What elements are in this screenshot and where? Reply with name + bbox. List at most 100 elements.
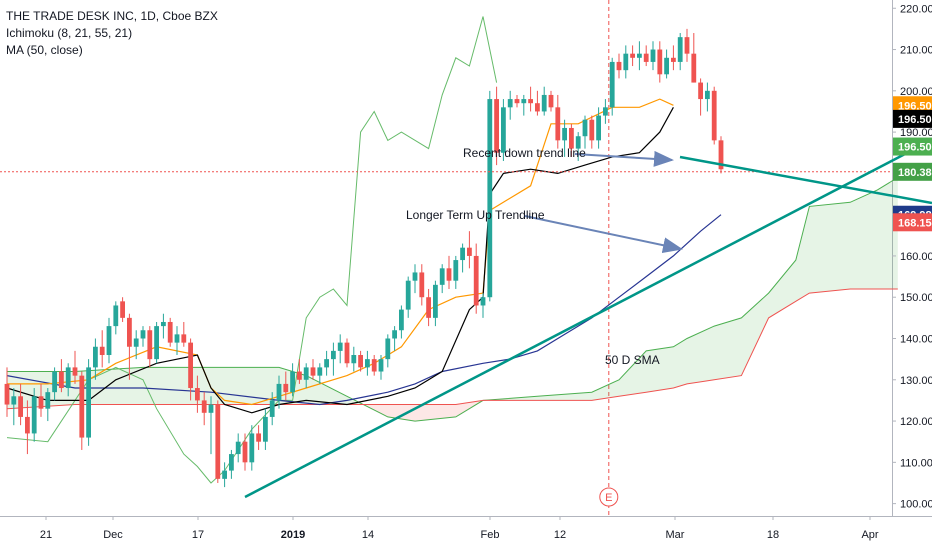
cloud-bearish-segment bbox=[449, 405, 452, 418]
cloud-bullish-segment bbox=[201, 367, 204, 404]
candle-down bbox=[474, 256, 479, 306]
cloud-bullish-segment bbox=[772, 285, 775, 316]
candle-down bbox=[79, 376, 84, 438]
x-tick-label: 21 bbox=[40, 529, 52, 541]
cloud-bullish-segment bbox=[211, 367, 214, 404]
candle-up bbox=[678, 37, 683, 62]
candle-up bbox=[406, 281, 411, 310]
candle-up bbox=[263, 417, 268, 442]
legend-symbol: THE TRADE DESK INC, 1D, Cboe BZX bbox=[6, 8, 218, 25]
y-tick-label: 210.00 bbox=[900, 45, 932, 57]
candle-up bbox=[290, 372, 295, 393]
y-tick-label: 120.00 bbox=[900, 416, 932, 428]
y-tick-label: 190.00 bbox=[900, 127, 932, 139]
cloud-bullish-segment bbox=[714, 325, 717, 380]
candle-up bbox=[338, 343, 343, 351]
cloud-bullish-segment bbox=[884, 184, 887, 289]
cloud-bullish-segment bbox=[252, 367, 255, 404]
cloud-bearish-segment bbox=[425, 405, 428, 420]
cloud-bullish-segment bbox=[769, 289, 772, 318]
candle-down bbox=[168, 322, 173, 343]
cloud-bullish-segment bbox=[826, 204, 829, 291]
cloud-bullish-segment bbox=[259, 367, 262, 404]
x-tick-label: 2019 bbox=[281, 529, 305, 541]
cloud-bullish-segment bbox=[554, 395, 557, 401]
cloud-bullish-segment bbox=[575, 393, 578, 400]
cloud-bullish-segment bbox=[170, 367, 173, 404]
candle-down bbox=[127, 318, 132, 347]
cloud-bullish-segment bbox=[748, 309, 751, 362]
annotation-up-trend: Longer Term Up Trendline bbox=[406, 208, 545, 222]
cloud-bullish-segment bbox=[24, 372, 27, 408]
cloud-bullish-segment bbox=[109, 369, 112, 404]
x-tick-label: 18 bbox=[767, 529, 779, 541]
candle-down bbox=[528, 99, 533, 103]
candle-down bbox=[311, 367, 316, 375]
candle-up bbox=[521, 99, 526, 103]
y-tick-label: 100.00 bbox=[900, 499, 932, 511]
cloud-bullish-segment bbox=[663, 348, 666, 390]
candle-down bbox=[657, 50, 662, 75]
legend-ichimoku: Ichimoku (8, 21, 55, 21) bbox=[6, 25, 218, 42]
candle-down bbox=[671, 58, 676, 62]
x-tick-label: 14 bbox=[362, 529, 374, 541]
candle-up bbox=[651, 50, 656, 62]
cloud-bullish-segment bbox=[701, 331, 704, 382]
candle-up bbox=[481, 297, 486, 305]
cloud-bullish-segment bbox=[629, 365, 632, 394]
cloud-bullish-segment bbox=[558, 394, 561, 400]
cloud-bullish-segment bbox=[146, 367, 149, 404]
candle-up bbox=[385, 338, 390, 359]
candle-down bbox=[691, 54, 696, 83]
candle-down bbox=[426, 297, 431, 318]
cloud-bullish-segment bbox=[837, 203, 840, 290]
candle-up bbox=[392, 330, 397, 338]
y-tick-label: 200.00 bbox=[900, 86, 932, 98]
candle-down bbox=[358, 355, 363, 367]
candle-up bbox=[154, 326, 159, 359]
cloud-bullish-segment bbox=[27, 372, 30, 408]
cloud-bullish-segment bbox=[578, 393, 581, 400]
candle-down bbox=[644, 54, 649, 62]
cloud-bearish-segment bbox=[391, 405, 394, 418]
candle-up bbox=[32, 396, 37, 433]
cloud-bullish-segment bbox=[677, 343, 680, 387]
cloud-bullish-segment bbox=[612, 381, 615, 397]
candle-up bbox=[542, 95, 547, 112]
cloud-bullish-segment bbox=[272, 367, 275, 404]
cloud-bullish-segment bbox=[735, 319, 738, 377]
cloud-bullish-segment bbox=[782, 272, 785, 309]
cloud-bullish-segment bbox=[588, 392, 591, 400]
cloud-bullish-segment bbox=[687, 337, 690, 384]
cloud-bullish-segment bbox=[741, 315, 744, 376]
candle-down bbox=[18, 396, 23, 417]
candle-down bbox=[195, 388, 200, 400]
candle-up bbox=[399, 310, 404, 331]
candle-down bbox=[617, 62, 622, 70]
cloud-bearish-segment bbox=[439, 405, 442, 419]
cloud-bullish-segment bbox=[857, 198, 860, 289]
cloud-bullish-segment bbox=[738, 318, 741, 376]
candle-down bbox=[256, 433, 261, 441]
cloud-bullish-segment bbox=[660, 348, 663, 390]
cloud-bullish-segment bbox=[163, 367, 166, 404]
cloud-bullish-segment bbox=[214, 367, 217, 404]
candle-down bbox=[589, 120, 594, 141]
x-tick-label: Mar bbox=[666, 529, 685, 541]
y-tick-label: 110.00 bbox=[900, 457, 932, 469]
cloud-bullish-segment bbox=[235, 367, 238, 404]
cloud-bullish-segment bbox=[670, 347, 673, 389]
cloud-bullish-segment bbox=[228, 367, 231, 404]
cloud-bearish-segment bbox=[446, 405, 449, 418]
cloud-bullish-segment bbox=[707, 328, 710, 381]
candle-up bbox=[610, 62, 615, 107]
candle-up bbox=[66, 367, 71, 388]
cloud-bullish-segment bbox=[690, 335, 693, 383]
candle-down bbox=[147, 330, 152, 359]
candle-up bbox=[324, 359, 329, 367]
candle-up bbox=[433, 285, 438, 318]
y-tick-label: 220.00 bbox=[900, 3, 932, 15]
cloud-bullish-segment bbox=[724, 322, 727, 378]
